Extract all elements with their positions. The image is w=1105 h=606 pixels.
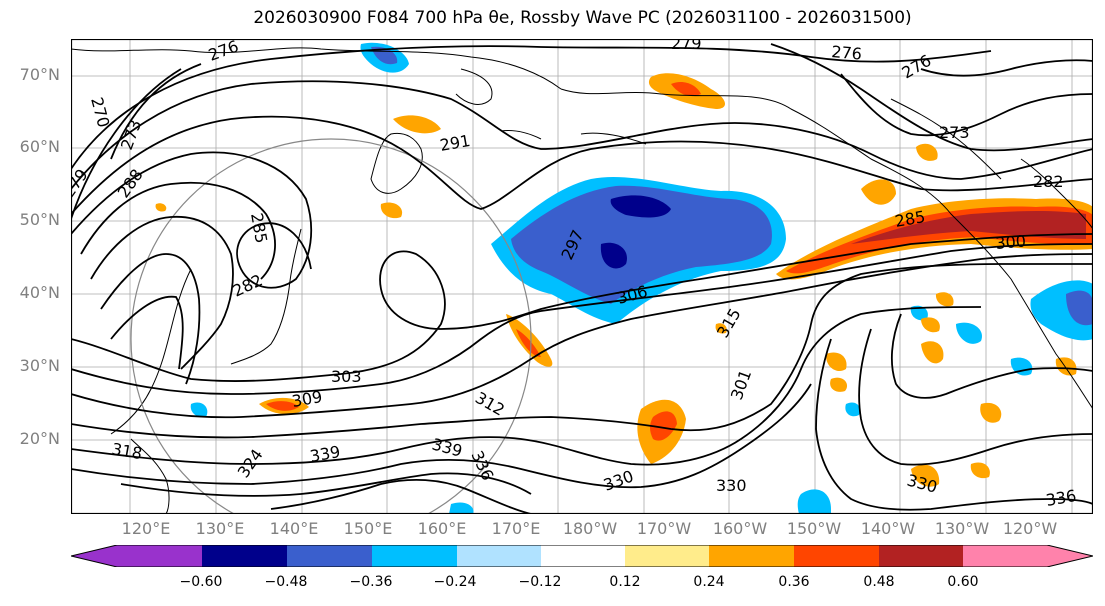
colorbar-tick: 0.48 (863, 574, 895, 590)
colorbar-tick: −0.24 (433, 574, 477, 590)
lon-label: 160°E (417, 519, 467, 538)
lon-label: 150°W (786, 519, 842, 538)
lon-label: 170°W (636, 519, 692, 538)
colorbar-tick: −0.60 (179, 574, 223, 590)
colorbar-bin (372, 545, 457, 567)
contour-label: 300 (995, 231, 1027, 253)
contour-label: 330 (716, 476, 747, 495)
lat-label: 60°N (19, 137, 60, 156)
map-panel: 276 279 276 276 270 273 279 288 285 282 … (71, 39, 1093, 514)
theta-e-contours (71, 43, 1093, 514)
colorbar-tick: −0.36 (349, 574, 393, 590)
lon-label: 140°E (269, 519, 319, 538)
colorbar-tick: 0.12 (609, 574, 641, 590)
lon-label: 150°E (343, 519, 393, 538)
colorbar-tick: −0.48 (264, 574, 308, 590)
colorbar-tick: 0.24 (693, 574, 725, 590)
lat-label: 70°N (19, 65, 60, 84)
colorbar-bin (625, 545, 709, 567)
colorbar-bin (287, 545, 372, 567)
colorbar-bin (202, 545, 287, 567)
colorbar-tick: −0.12 (518, 574, 562, 590)
coastlines (71, 47, 1093, 514)
lon-label: 170°E (491, 519, 541, 538)
contour-label: 273 (939, 123, 970, 142)
projection-circle (130, 138, 532, 514)
lat-label: 50°N (19, 210, 60, 229)
negative-anomaly-shading (190, 42, 1093, 514)
lon-label: 140°W (860, 519, 916, 538)
lon-label: 130°W (934, 519, 990, 538)
colorbar-extend-low (71, 545, 202, 567)
colorbar-bin (457, 545, 541, 567)
contour-label: 303 (331, 367, 362, 386)
colorbar-bin (794, 545, 879, 567)
lat-label: 30°N (19, 356, 60, 375)
colorbar-tick: 0.60 (947, 574, 979, 590)
colorbar-bin (879, 545, 963, 567)
colorbar-bin (709, 545, 794, 567)
lon-label: 120°W (1002, 519, 1058, 538)
colorbar (71, 545, 1093, 567)
lon-label: 180°W (562, 519, 618, 538)
lon-label: 130°E (195, 519, 245, 538)
colorbar-bin (541, 545, 625, 567)
contour-label: 276 (831, 42, 863, 64)
lon-label: 120°E (121, 519, 171, 538)
map-svg: 276 279 276 276 270 273 279 288 285 282 … (71, 39, 1093, 514)
lon-label: 160°W (712, 519, 768, 538)
contour-label: 279 (671, 39, 702, 53)
colorbar-extend-high (963, 545, 1093, 567)
colorbar-tick: 0.36 (778, 574, 810, 590)
map-title: 2026030900 F084 700 hPa θe, Rossby Wave … (253, 8, 912, 28)
lat-label: 40°N (19, 283, 60, 302)
lat-label: 20°N (19, 429, 60, 448)
contour-label: 282 (1033, 172, 1064, 191)
